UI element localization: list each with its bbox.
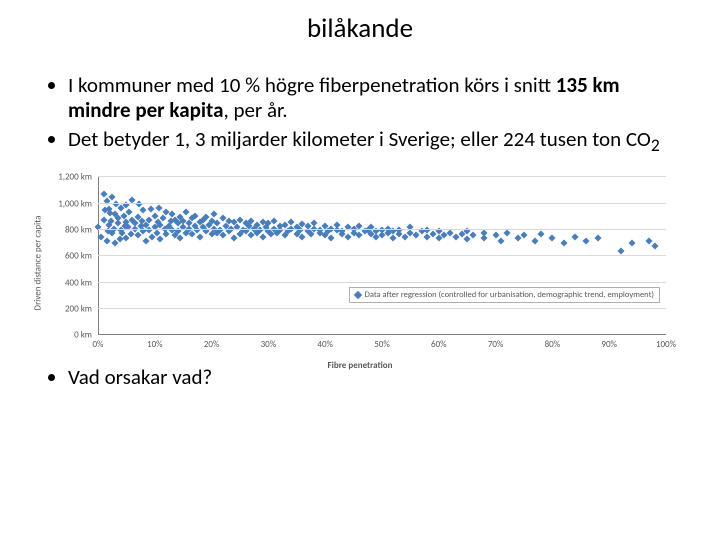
chart-legend: Data after regression (controlled for ur…: [349, 287, 660, 303]
xtick-label: 60%: [431, 339, 447, 350]
data-point: [97, 233, 104, 240]
data-point: [560, 240, 567, 247]
chart-plot-area: Data after regression (controlled for ur…: [98, 177, 666, 335]
xtick-label: 90%: [601, 339, 617, 350]
data-point: [333, 221, 340, 228]
bullet-2: Det betyder 1, 3 miljarder kilometer i S…: [68, 127, 680, 156]
data-point: [100, 216, 107, 223]
data-point: [126, 208, 133, 215]
data-point: [481, 234, 488, 241]
data-point: [156, 204, 163, 211]
data-point: [147, 205, 154, 212]
data-point: [628, 240, 635, 247]
data-point: [594, 234, 601, 241]
data-point: [299, 233, 306, 240]
data-point: [572, 233, 579, 240]
data-point: [469, 232, 476, 239]
xtick-label: 50%: [374, 339, 390, 350]
xtick-label: 0%: [93, 339, 104, 350]
ytick-label: 600 km: [65, 251, 92, 262]
xtick-label: 30%: [261, 339, 277, 350]
chart-yticks: 0 km200 km400 km600 km800 km1,000 km1,20…: [50, 177, 96, 335]
slide-title: bilåkande: [40, 12, 680, 45]
gridline: [98, 282, 666, 283]
gridline: [98, 229, 666, 230]
data-point: [492, 232, 499, 239]
gridline: [98, 203, 666, 204]
data-point: [219, 232, 226, 239]
ytick-label: 1,200 km: [58, 172, 92, 183]
chart-xticks: 0%10%20%30%40%50%60%70%80%90%100%: [98, 337, 666, 353]
gridline: [98, 255, 666, 256]
data-point: [103, 237, 110, 244]
data-point: [498, 237, 505, 244]
data-point: [390, 234, 397, 241]
data-point: [651, 242, 658, 249]
ytick-label: 1,000 km: [58, 198, 92, 209]
data-point: [413, 232, 420, 239]
xtick-label: 10%: [147, 339, 163, 350]
ytick-label: 200 km: [65, 304, 92, 315]
data-point: [356, 232, 363, 239]
data-point: [134, 232, 141, 239]
bullet-1: I kommuner med 10 % högre fiberpenetrati…: [68, 73, 680, 123]
data-point: [140, 207, 147, 214]
data-point: [617, 248, 624, 255]
xtick-label: 80%: [545, 339, 561, 350]
data-point: [231, 234, 238, 241]
gridline: [98, 176, 666, 177]
data-point: [163, 230, 170, 237]
data-point: [271, 217, 278, 224]
data-point: [182, 208, 189, 215]
gridline: [98, 308, 666, 309]
xtick-label: 20%: [204, 339, 220, 350]
data-point: [327, 234, 334, 241]
data-point: [177, 234, 184, 241]
xtick-label: 70%: [488, 339, 504, 350]
data-point: [549, 234, 556, 241]
data-point: [142, 237, 149, 244]
data-point: [197, 233, 204, 240]
data-point: [157, 236, 164, 243]
legend-marker-icon: [353, 291, 361, 299]
data-point: [259, 233, 266, 240]
legend-text: Data after regression (controlled for ur…: [365, 290, 654, 300]
bullet-list: I kommuner med 10 % högre fiberpenetrati…: [40, 73, 680, 155]
xtick-label: 100%: [656, 339, 676, 350]
data-point: [583, 237, 590, 244]
data-point: [532, 237, 539, 244]
scatter-chart: Driven distance per capita 0 km200 km400…: [50, 173, 670, 353]
data-point: [537, 230, 544, 237]
data-point: [464, 236, 471, 243]
slide: bilåkande I kommuner med 10 % högre fibe…: [0, 0, 720, 540]
ytick-label: 400 km: [65, 277, 92, 288]
data-point: [503, 229, 510, 236]
chart-xlabel: Fibre penetration: [328, 360, 393, 371]
chart-points: [98, 177, 666, 335]
chart-ylabel: Driven distance per capita: [33, 216, 44, 311]
ytick-label: 0 km: [74, 330, 92, 341]
ytick-label: 800 km: [65, 225, 92, 236]
xtick-label: 40%: [317, 339, 333, 350]
data-point: [344, 233, 351, 240]
data-point: [645, 237, 652, 244]
